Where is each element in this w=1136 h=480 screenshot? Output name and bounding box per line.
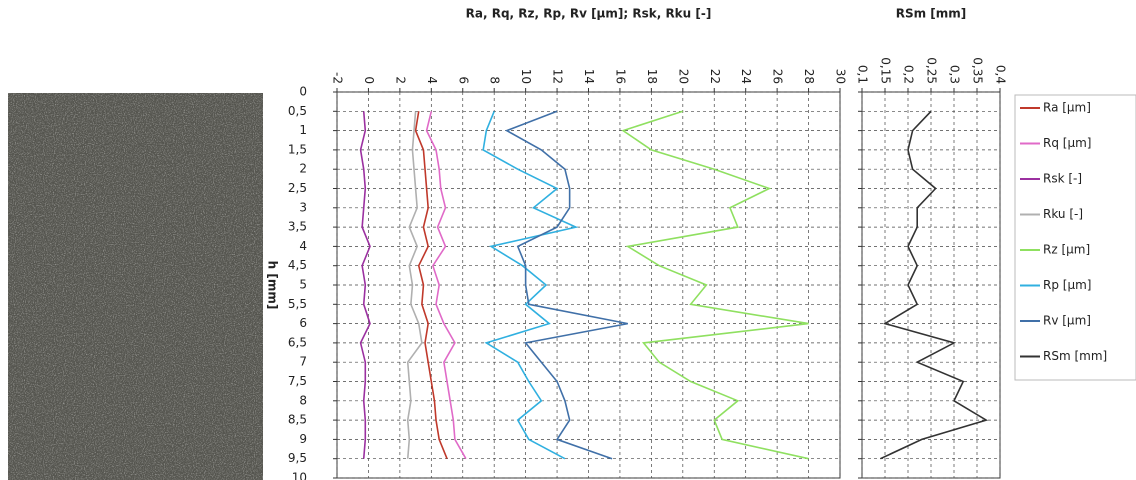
series-line [621, 110, 809, 460]
x-tick-label: 24 [739, 69, 753, 84]
y-tick-label: 8,5 [288, 413, 307, 427]
x-tick-label: 12 [551, 69, 565, 84]
x-tick-label: 20 [676, 69, 690, 84]
x-tick-label: 30 [834, 69, 848, 84]
chart-title: RSm [mm] [896, 7, 967, 21]
x-tick-label: 16 [613, 69, 627, 84]
x-tick-label: 2 [393, 76, 407, 84]
legend-label: Rq [µm] [1043, 136, 1091, 150]
y-tick-label: 2,5 [288, 181, 307, 195]
y-tick-label: 1,5 [288, 142, 307, 156]
x-tick-label: 0,4 [994, 65, 1008, 84]
x-tick-label: 0,25 [925, 57, 939, 84]
x-tick-label: 18 [645, 69, 659, 84]
y-tick-label: 2 [299, 162, 307, 176]
y-tick-label: 6 [299, 316, 307, 330]
y-tick-label: 6,5 [288, 335, 307, 349]
y-tick-label: 4,5 [288, 258, 307, 272]
x-tick-label: 10 [519, 69, 533, 84]
y-tick-label: 3,5 [288, 220, 307, 234]
legend-label: Rsk [-] [1043, 172, 1082, 186]
series-line [359, 111, 371, 459]
x-tick-label: 14 [582, 69, 596, 84]
y-tick-label: 9,5 [288, 451, 307, 465]
y-tick-label: 4 [299, 239, 307, 253]
chart-title: Ra, Rq, Rz, Rp, Rv [µm]; Rsk, Rku [-] [466, 7, 712, 21]
x-tick-label: -2 [331, 72, 345, 84]
x-tick-label: 6 [456, 76, 470, 84]
x-tick-label: 0 [362, 76, 376, 84]
x-tick-label: 0,1 [856, 65, 870, 84]
legend-label: Rv [µm] [1043, 314, 1091, 328]
x-tick-label: 0,2 [902, 65, 916, 84]
y-tick-label: 1 [299, 123, 307, 137]
x-tick-label: 4 [425, 76, 439, 84]
series-line [880, 110, 989, 460]
y-tick-label: 7,5 [288, 374, 307, 388]
series-line [504, 110, 628, 460]
y-tick-label: 10 [292, 471, 307, 480]
y-tick-label: 5 [299, 278, 307, 292]
y-tick-label: 0,5 [288, 104, 307, 118]
x-tick-label: 0,15 [879, 57, 893, 84]
x-tick-label: 0,3 [948, 65, 962, 84]
series-line [406, 111, 423, 459]
y-tick-label: 7 [299, 355, 307, 369]
y-axis-label: h [mm] [266, 261, 280, 310]
legend-label: RSm [mm] [1043, 349, 1107, 363]
x-tick-label: 28 [802, 69, 816, 84]
x-tick-label: 22 [708, 69, 722, 84]
y-tick-label: 5,5 [288, 297, 307, 311]
x-tick-label: 0,35 [971, 57, 985, 84]
surface-photo [8, 93, 263, 480]
legend-label: Rku [-] [1043, 207, 1083, 221]
x-tick-label: 8 [488, 76, 502, 84]
y-tick-label: 8 [299, 393, 307, 407]
legend-label: Rp [µm] [1043, 278, 1091, 292]
y-tick-label: 9 [299, 432, 307, 446]
series-line [414, 111, 448, 460]
y-tick-label: 3 [299, 200, 307, 214]
legend-label: Rz [µm] [1043, 243, 1090, 257]
x-tick-label: 26 [771, 69, 785, 84]
series-line [482, 110, 579, 460]
legend-label: Ra [µm] [1043, 101, 1091, 115]
series-line [425, 111, 467, 460]
y-tick-label: 0 [299, 85, 307, 99]
